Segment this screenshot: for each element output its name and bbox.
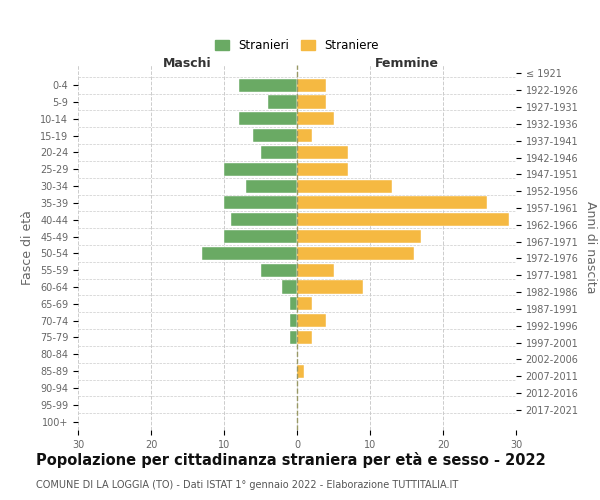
Bar — [224, 162, 297, 176]
Text: COMUNE DI LA LOGGIA (TO) - Dati ISTAT 1° gennaio 2022 - Elaborazione TUTTITALIA.: COMUNE DI LA LOGGIA (TO) - Dati ISTAT 1°… — [36, 480, 458, 490]
Bar — [297, 146, 348, 159]
Bar — [290, 314, 297, 327]
Bar — [297, 78, 326, 92]
Bar — [297, 314, 326, 327]
Text: Popolazione per cittadinanza straniera per età e sesso - 2022: Popolazione per cittadinanza straniera p… — [36, 452, 546, 468]
Bar — [297, 162, 348, 176]
Bar — [297, 247, 414, 260]
Bar — [283, 280, 297, 293]
Bar — [297, 280, 362, 293]
Bar — [297, 180, 392, 192]
Bar — [290, 331, 297, 344]
Bar — [253, 129, 297, 142]
Bar — [260, 264, 297, 277]
Bar — [224, 196, 297, 209]
Bar — [224, 230, 297, 243]
Bar — [297, 364, 304, 378]
Bar — [232, 213, 297, 226]
Bar — [239, 112, 297, 126]
Bar — [297, 96, 326, 108]
Bar — [297, 230, 421, 243]
Y-axis label: Fasce di età: Fasce di età — [22, 210, 34, 285]
Bar — [290, 298, 297, 310]
Y-axis label: Anni di nascita: Anni di nascita — [584, 201, 597, 294]
Bar — [297, 129, 311, 142]
Bar — [260, 146, 297, 159]
Bar — [297, 331, 311, 344]
Text: Femmine: Femmine — [374, 57, 439, 70]
Bar — [202, 247, 297, 260]
Bar — [268, 96, 297, 108]
Bar — [297, 213, 509, 226]
Legend: Stranieri, Straniere: Stranieri, Straniere — [210, 34, 384, 57]
Bar — [297, 196, 487, 209]
Bar — [297, 264, 334, 277]
Text: Maschi: Maschi — [163, 57, 212, 70]
Bar — [239, 78, 297, 92]
Bar — [246, 180, 297, 192]
Bar — [297, 112, 334, 126]
Bar — [297, 298, 311, 310]
